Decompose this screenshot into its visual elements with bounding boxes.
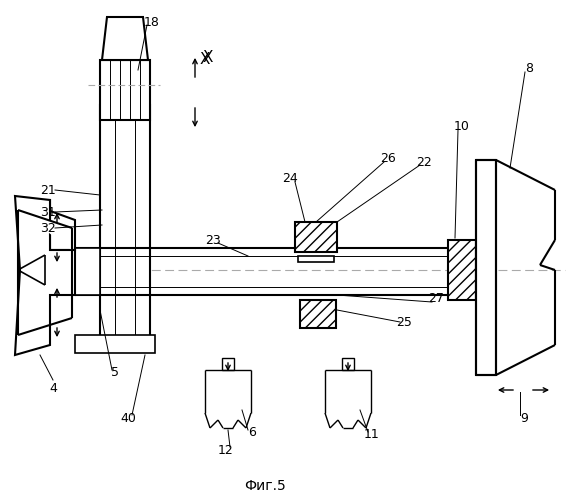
Polygon shape [102, 17, 148, 60]
Text: 21: 21 [40, 184, 56, 196]
Bar [342, 358, 354, 370]
Bar [298, 256, 334, 262]
Bar [295, 222, 337, 252]
Text: 12: 12 [218, 444, 234, 456]
Text: 25: 25 [396, 316, 412, 328]
Text: X: X [203, 50, 213, 64]
Bar [476, 160, 496, 375]
Polygon shape [470, 248, 485, 295]
Text: 23: 23 [205, 234, 221, 246]
Text: Фиг.5: Фиг.5 [244, 479, 286, 493]
Bar [300, 300, 336, 328]
Bar [100, 60, 150, 120]
Text: 27: 27 [428, 292, 444, 306]
Text: 4: 4 [49, 382, 57, 394]
Text: X: X [200, 52, 210, 68]
Polygon shape [20, 200, 75, 250]
Text: 6: 6 [248, 426, 256, 440]
Text: 18: 18 [144, 16, 160, 28]
Text: 5: 5 [111, 366, 119, 380]
Bar [222, 358, 234, 370]
Bar [75, 248, 100, 295]
Text: 40: 40 [120, 412, 136, 424]
Text: 8: 8 [525, 62, 533, 76]
Text: 11: 11 [364, 428, 380, 442]
Text: 22: 22 [416, 156, 432, 168]
Polygon shape [15, 196, 75, 355]
Polygon shape [18, 210, 72, 250]
Text: 10: 10 [454, 120, 470, 134]
Bar [75, 335, 155, 353]
Text: 32: 32 [40, 222, 56, 234]
Bar [448, 240, 476, 300]
Text: 31: 31 [40, 206, 56, 218]
Text: 26: 26 [380, 152, 396, 166]
Text: 9: 9 [520, 412, 528, 424]
Text: 24: 24 [282, 172, 298, 186]
Bar [100, 105, 150, 345]
